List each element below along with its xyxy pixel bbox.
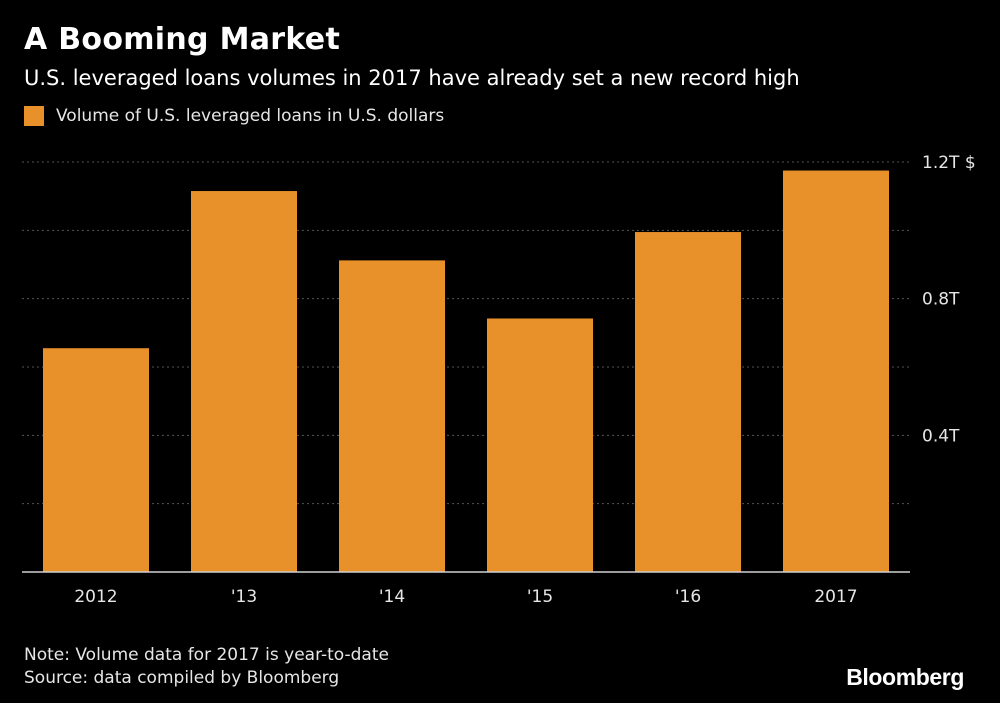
x-tick-label: '16: [675, 587, 701, 607]
y-tick-label: 0.4T: [922, 426, 960, 446]
bloomberg-logo: Bloomberg: [846, 664, 964, 690]
chart-source: Source: data compiled by Bloomberg: [24, 668, 340, 688]
x-tick-label: 2012: [74, 587, 117, 607]
bar: [191, 191, 297, 572]
bar: [43, 348, 149, 572]
bar: [783, 170, 889, 572]
legend-label: Volume of U.S. leveraged loans in U.S. d…: [56, 106, 445, 126]
legend: Volume of U.S. leveraged loans in U.S. d…: [24, 106, 444, 126]
y-tick-label: 1.2T $: [922, 153, 976, 173]
chart-subtitle: U.S. leveraged loans volumes in 2017 hav…: [24, 66, 800, 90]
x-tick-label: '15: [527, 587, 553, 607]
bar: [339, 260, 445, 572]
bar-chart: 2012 '13 '14 '15 '16 2017 0.4T 0.8T 1.2T $: [22, 153, 976, 607]
x-tick-label: '13: [231, 587, 257, 607]
legend-swatch: [24, 106, 44, 126]
bar: [487, 318, 593, 572]
y-tick-label: 0.8T: [922, 290, 960, 310]
chart-note: Note: Volume data for 2017 is year-to-da…: [24, 645, 389, 665]
x-tick-label: '14: [379, 587, 405, 607]
x-tick-label: 2017: [814, 587, 857, 607]
chart-title: A Booming Market: [24, 22, 341, 57]
bar: [635, 232, 741, 572]
